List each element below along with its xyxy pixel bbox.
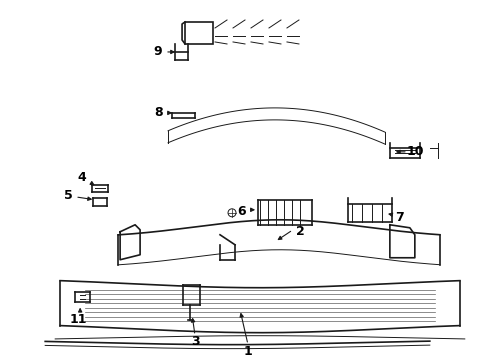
Text: 9: 9 bbox=[154, 45, 162, 58]
Text: 2: 2 bbox=[295, 225, 304, 238]
Text: 11: 11 bbox=[70, 313, 87, 326]
Text: 7: 7 bbox=[395, 211, 404, 224]
Text: 4: 4 bbox=[78, 171, 87, 184]
Text: 6: 6 bbox=[238, 205, 246, 218]
Text: 5: 5 bbox=[64, 189, 73, 202]
Text: 1: 1 bbox=[244, 345, 252, 358]
Text: 8: 8 bbox=[154, 107, 162, 120]
Text: 10: 10 bbox=[406, 145, 423, 158]
Text: 3: 3 bbox=[191, 335, 199, 348]
